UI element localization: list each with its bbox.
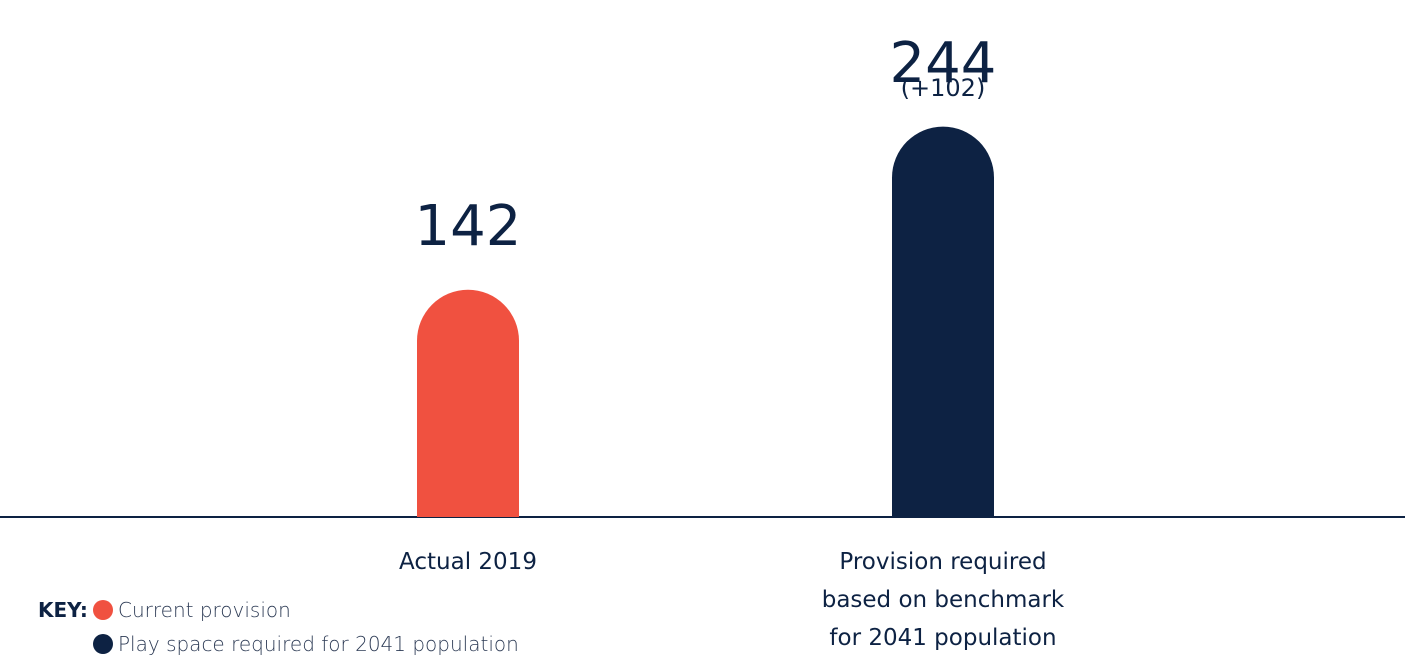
legend-label: Play space required for 2041 population	[118, 632, 519, 656]
value-label: 142	[414, 193, 522, 259]
legend-swatch	[93, 600, 113, 620]
value-label: 244	[889, 30, 997, 96]
legend-title: KEY:	[38, 598, 88, 622]
annotation: (+102)	[900, 74, 986, 102]
legend-swatch	[93, 634, 113, 654]
legend-label: Current provision	[118, 598, 291, 622]
bar	[892, 126, 994, 518]
category-label: Actual 2019	[399, 549, 537, 575]
category-label: Provision required based on benchmark fo…	[821, 549, 1065, 651]
bar	[417, 289, 519, 517]
